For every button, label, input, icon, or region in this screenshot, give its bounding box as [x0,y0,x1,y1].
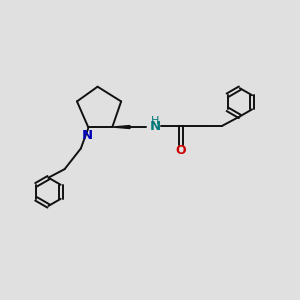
Text: H: H [151,116,160,126]
Text: N: N [149,120,161,133]
Polygon shape [112,126,130,128]
Text: O: O [176,144,186,158]
Text: N: N [82,129,93,142]
